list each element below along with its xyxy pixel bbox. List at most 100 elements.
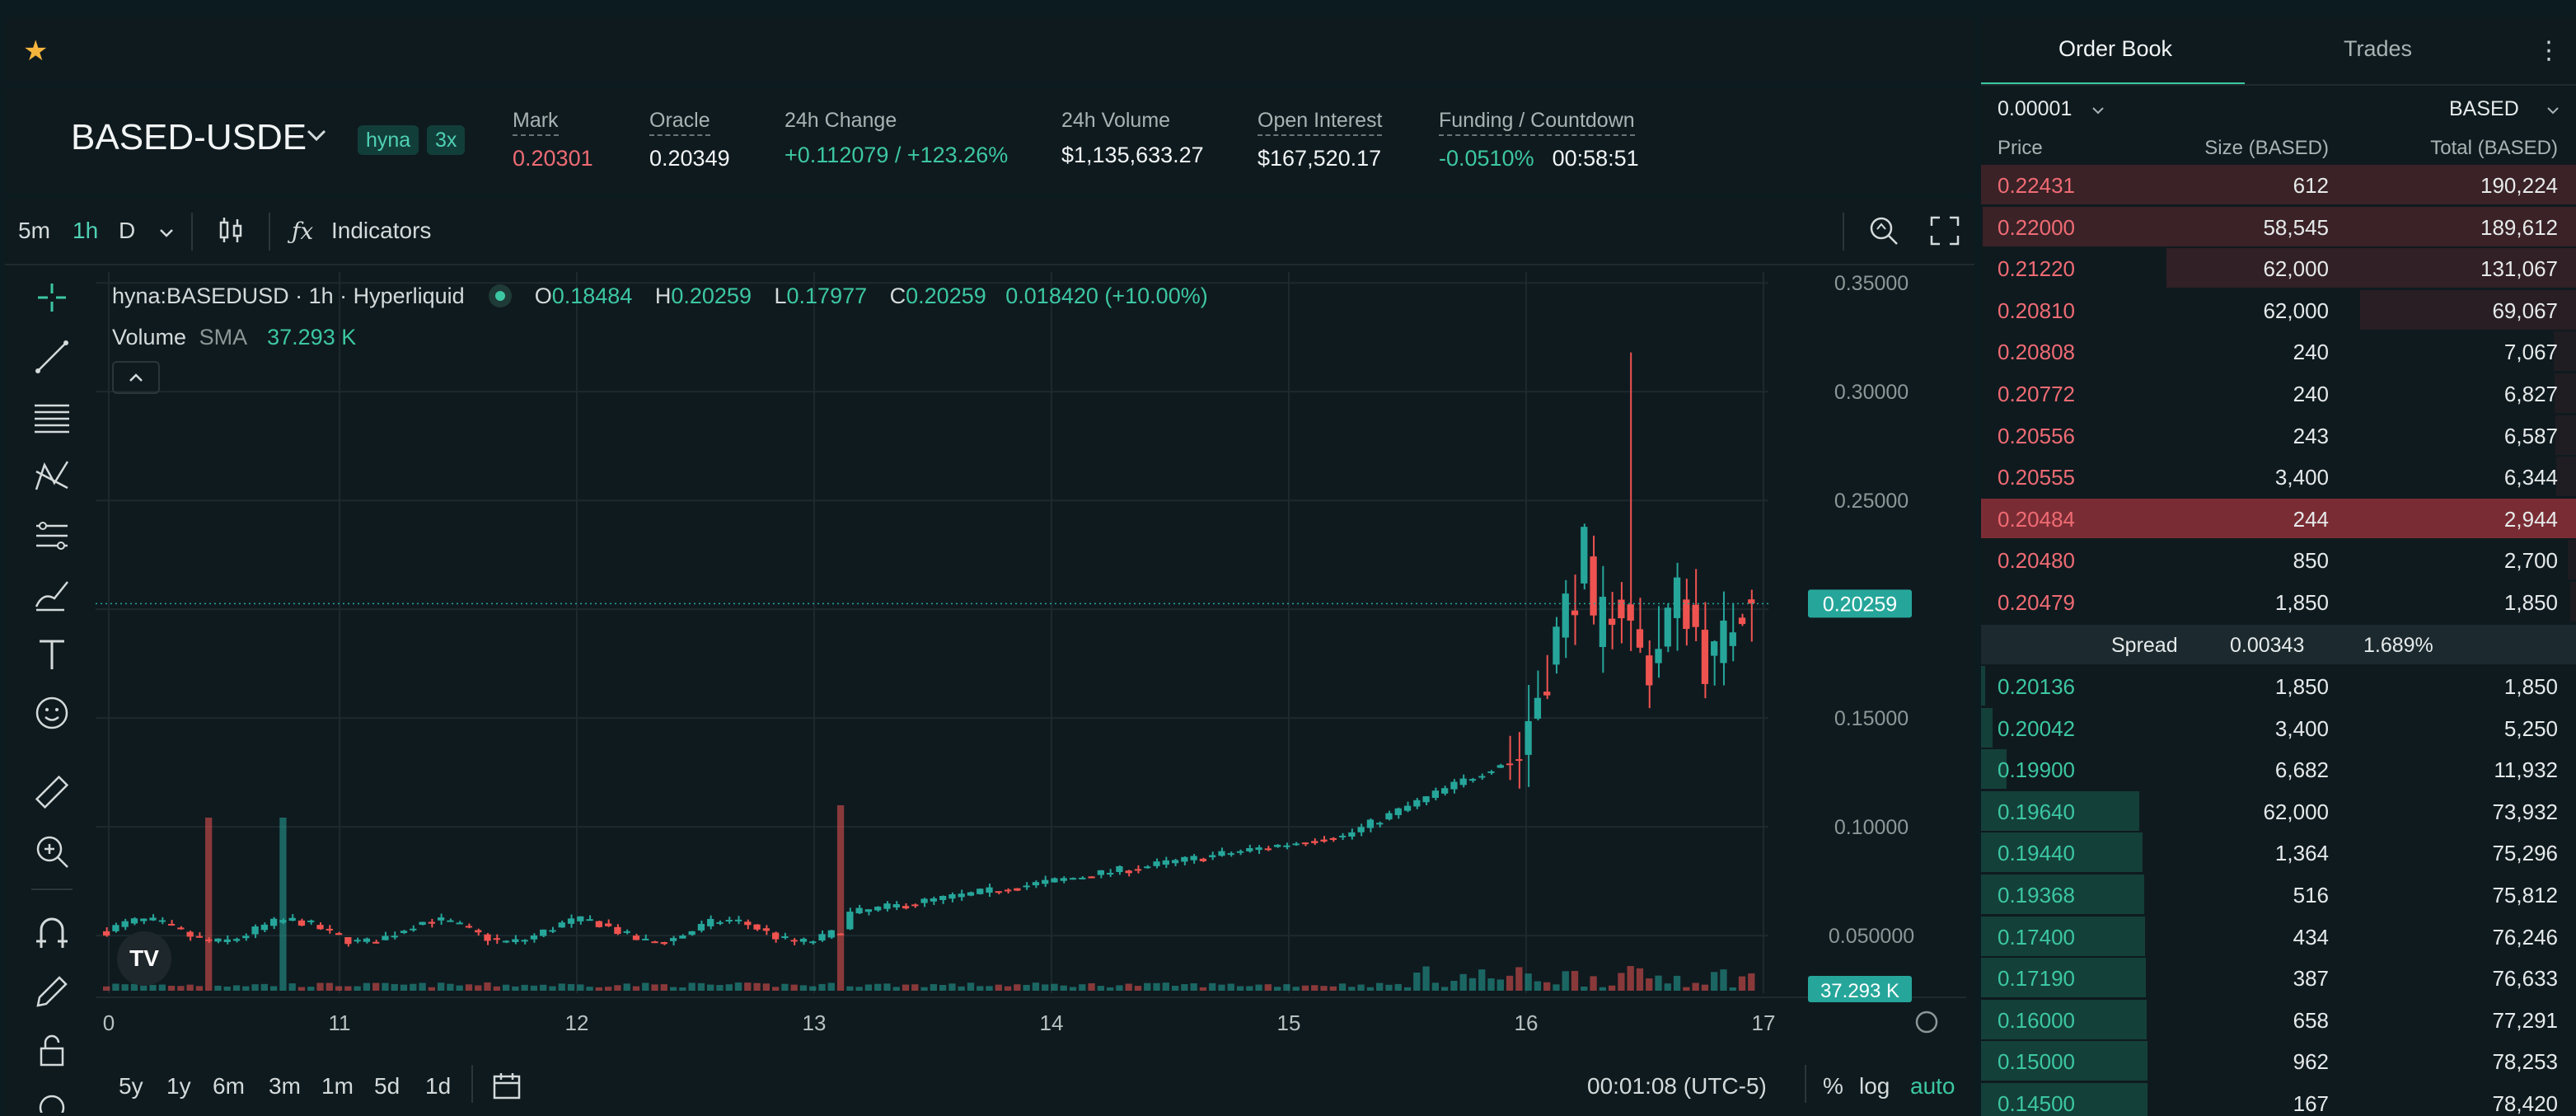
candles-icon[interactable] xyxy=(214,214,247,247)
ask-row[interactable]: 0.20556 243 6,587 xyxy=(1981,415,2576,457)
date-range-icon[interactable] xyxy=(491,1070,524,1103)
tradingview-logo[interactable]: TV xyxy=(117,931,171,986)
brush-icon[interactable] xyxy=(31,574,73,615)
volume-bar xyxy=(1385,984,1393,991)
bid-row[interactable]: 0.19440 1,364 75,296 xyxy=(1981,832,2576,874)
bid-row[interactable]: 0.20136 1,850 1,850 xyxy=(1981,666,2576,707)
fx-icon[interactable]: ƒx xyxy=(292,218,314,245)
order-total: 69,067 xyxy=(2492,298,2558,323)
bid-row[interactable]: 0.19640 62,000 73,932 xyxy=(1981,790,2576,832)
range-1m[interactable]: 1m xyxy=(321,1073,354,1099)
interval-chevron-icon[interactable] xyxy=(157,223,176,242)
prediction-icon[interactable] xyxy=(31,514,73,556)
volume-bar xyxy=(521,984,528,991)
candle-body xyxy=(1376,823,1384,825)
range-5y[interactable]: 5y xyxy=(119,1073,143,1099)
volume-bar xyxy=(1468,978,1477,991)
volume-bar xyxy=(1459,973,1467,991)
ask-row[interactable]: 0.20555 3,400 6,344 xyxy=(1981,457,2576,498)
zoom-in-icon[interactable] xyxy=(31,831,73,872)
bid-row[interactable]: 0.14500 167 78,420 xyxy=(1981,1083,2576,1116)
zoom-search-icon[interactable] xyxy=(1866,213,1902,249)
price-chart[interactable]: 0.0500000.100000.150000.200000.250000.30… xyxy=(96,272,1966,1047)
candle-body xyxy=(1199,858,1207,861)
bid-row[interactable]: 0.15000 962 78,253 xyxy=(1981,1041,2576,1082)
volume-bar xyxy=(1553,984,1560,991)
ask-row[interactable]: 0.22431 612 190,224 xyxy=(1981,165,2576,206)
volume-bar xyxy=(1283,984,1290,991)
chart-panel: 5m 1h D ƒx Indicators xyxy=(5,198,1974,1116)
percent-scale-button[interactable]: % xyxy=(1823,1073,1843,1099)
chevron-down-icon[interactable] xyxy=(2090,102,2106,119)
pencil-lock-icon[interactable] xyxy=(31,971,73,1012)
tab-order-book[interactable]: Order Book xyxy=(2058,36,2173,61)
ask-row[interactable]: 0.21220 62,000 131,067 xyxy=(1981,248,2576,289)
candle-body xyxy=(614,926,621,935)
range-1y[interactable]: 1y xyxy=(166,1073,191,1099)
fullscreen-icon[interactable] xyxy=(1928,214,1961,247)
range-6m[interactable]: 6m xyxy=(213,1073,245,1099)
volume-bar xyxy=(140,985,148,991)
volume-bar xyxy=(1590,976,1597,991)
auto-scale-button[interactable]: auto xyxy=(1910,1073,1955,1099)
candle-body xyxy=(1162,860,1169,865)
order-size: 850 xyxy=(2293,548,2329,574)
pair-selector[interactable]: BASED-USDE xyxy=(71,117,307,157)
bid-row[interactable]: 0.17400 434 76,246 xyxy=(1981,916,2576,958)
ruler-icon[interactable] xyxy=(31,771,73,813)
interval-1h[interactable]: 1h xyxy=(73,218,99,243)
volume-bar xyxy=(232,985,241,991)
indicators-button[interactable]: Indicators xyxy=(331,218,432,243)
stat-label[interactable]: Funding / Countdown xyxy=(1439,109,1635,136)
unit-select[interactable]: BASED xyxy=(2449,97,2519,120)
range-5d[interactable]: 5d xyxy=(374,1073,400,1099)
tick-size-select[interactable]: 0.00001 xyxy=(1998,97,2073,120)
volume-bar xyxy=(400,984,408,991)
stat-label[interactable]: Mark xyxy=(513,109,559,136)
candle-body xyxy=(948,894,956,899)
magnet-icon[interactable] xyxy=(31,912,73,953)
legend-collapse-button[interactable] xyxy=(112,361,160,394)
range-3m[interactable]: 3m xyxy=(269,1073,301,1099)
depth-bar xyxy=(1981,999,2147,1039)
pattern-icon[interactable] xyxy=(31,455,73,496)
fib-lines-icon[interactable] xyxy=(31,396,73,437)
ask-row[interactable]: 0.22000 58,545 189,612 xyxy=(1981,206,2576,248)
bid-row[interactable]: 0.20042 3,400 5,250 xyxy=(1981,707,2576,749)
ask-row[interactable]: 0.20484 244 2,944 xyxy=(1981,498,2576,540)
ask-row[interactable]: 0.20479 1,850 1,850 xyxy=(1981,582,2576,623)
lock-icon[interactable] xyxy=(31,1030,73,1071)
chevron-down-icon[interactable] xyxy=(303,122,330,148)
chevron-down-icon[interactable] xyxy=(2545,102,2561,119)
more-menu-icon[interactable]: ⋮ xyxy=(2536,37,2561,64)
volume-label[interactable]: Volume xyxy=(112,325,187,349)
ask-row[interactable]: 0.20772 240 6,827 xyxy=(1981,373,2576,415)
tab-trades[interactable]: Trades xyxy=(2344,36,2413,61)
ask-row[interactable]: 0.20808 240 7,067 xyxy=(1981,331,2576,373)
legend-symbol[interactable]: hyna:BASEDUSD · 1h · Hyperliquid xyxy=(112,284,465,308)
bid-row[interactable]: 0.19368 516 75,812 xyxy=(1981,875,2576,916)
interval-5m[interactable]: 5m xyxy=(18,218,50,243)
text-tool-icon[interactable] xyxy=(31,633,73,674)
stat-label[interactable]: Oracle xyxy=(649,109,710,136)
log-scale-button[interactable]: log xyxy=(1859,1073,1890,1099)
order-size: 243 xyxy=(2293,423,2329,448)
ask-row[interactable]: 0.20480 850 2,700 xyxy=(1981,540,2576,581)
crosshair-icon[interactable] xyxy=(31,277,73,318)
volume-bar xyxy=(1116,985,1123,991)
interval-d[interactable]: D xyxy=(119,218,136,243)
emoji-icon[interactable] xyxy=(31,692,73,734)
bid-row[interactable]: 0.16000 658 77,291 xyxy=(1981,999,2576,1041)
bid-row[interactable]: 0.17190 387 76,633 xyxy=(1981,958,2576,999)
range-1d[interactable]: 1d xyxy=(425,1073,452,1099)
trend-line-icon[interactable] xyxy=(31,336,73,377)
stat-value: 0.20349 xyxy=(649,146,730,171)
bid-row[interactable]: 0.19900 6,682 11,932 xyxy=(1981,749,2576,790)
stat-label[interactable]: Open Interest xyxy=(1258,109,1383,136)
star-icon[interactable]: ★ xyxy=(23,35,49,67)
chart-clock[interactable]: 00:01:08 (UTC-5) xyxy=(1587,1073,1767,1099)
eye-icon[interactable] xyxy=(31,1090,73,1113)
candle-body xyxy=(688,931,696,935)
candle-body xyxy=(1125,870,1132,874)
ask-row[interactable]: 0.20810 62,000 69,067 xyxy=(1981,289,2576,331)
